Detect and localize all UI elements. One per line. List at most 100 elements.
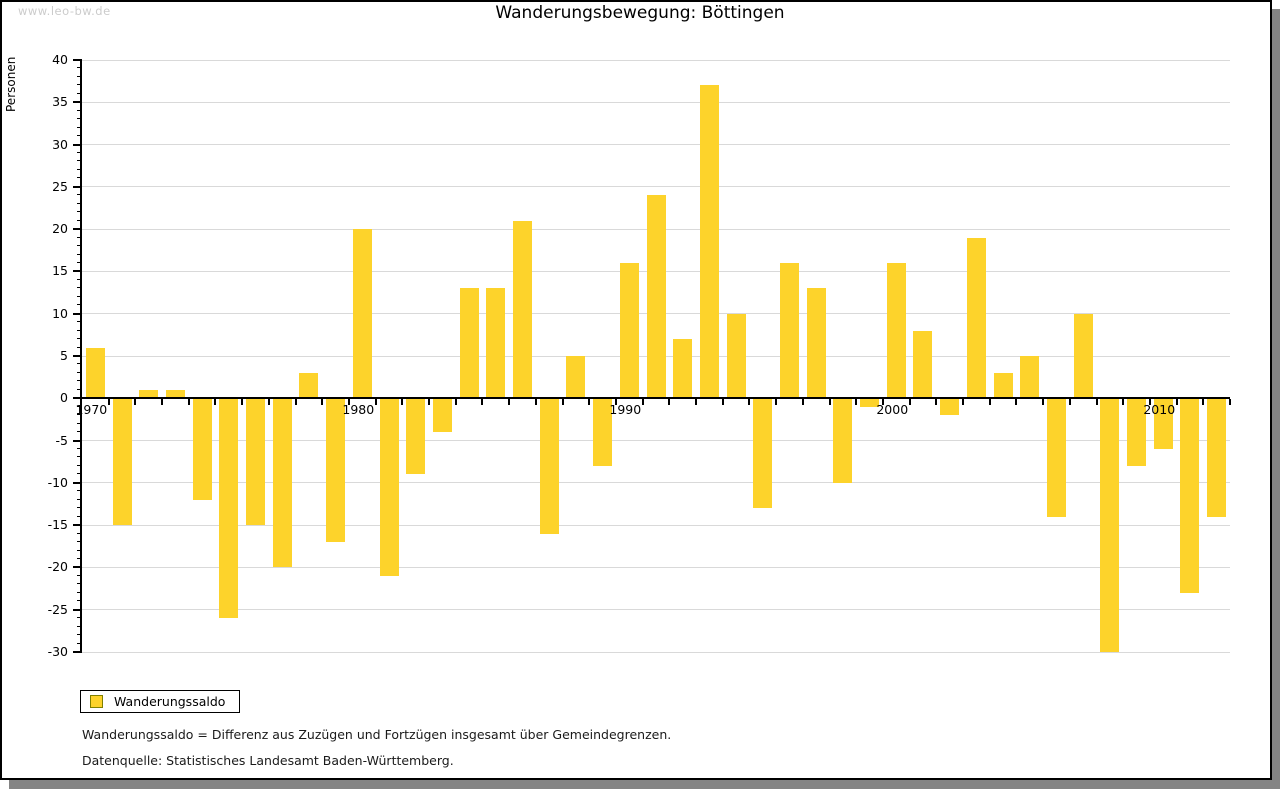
x-tick xyxy=(614,399,617,406)
y-tick-label: 35 xyxy=(52,94,68,110)
y-major-tick xyxy=(73,608,82,611)
bar-2007 xyxy=(1073,313,1093,399)
y-minor-tick xyxy=(77,92,82,94)
y-minor-tick xyxy=(77,642,82,644)
x-tick xyxy=(428,399,431,406)
gridline xyxy=(82,440,1230,442)
x-tick xyxy=(935,399,938,406)
watermark-url: www.leo-bw.de xyxy=(18,4,111,18)
y-minor-tick xyxy=(77,219,82,221)
bar-2008 xyxy=(1100,398,1120,652)
x-tick xyxy=(454,399,457,406)
y-tick-label: 20 xyxy=(52,221,68,237)
x-tick-label-1980: 1980 xyxy=(342,402,375,418)
x-tick xyxy=(241,399,244,406)
bar-1986 xyxy=(513,220,532,399)
gridline xyxy=(82,101,1230,103)
bar-1980 xyxy=(352,229,372,399)
x-tick xyxy=(561,399,564,406)
x-tick xyxy=(481,399,484,406)
bar-2009 xyxy=(1127,398,1147,466)
x-tick xyxy=(881,399,884,406)
bar-1972 xyxy=(139,389,159,399)
x-tick xyxy=(347,399,350,406)
x-tick xyxy=(1095,399,1098,406)
y-minor-tick xyxy=(77,135,82,137)
x-tick xyxy=(668,399,671,406)
y-major-tick xyxy=(73,185,82,188)
y-minor-tick xyxy=(77,236,82,238)
y-tick-label: -5 xyxy=(55,432,68,448)
y-tick-label: -20 xyxy=(47,559,68,575)
gridline xyxy=(82,144,1230,146)
y-tick-label: 40 xyxy=(52,52,68,67)
y-minor-tick xyxy=(77,591,82,593)
x-tick xyxy=(374,399,377,406)
bar-1998 xyxy=(833,398,853,483)
legend-swatch-icon xyxy=(90,695,103,708)
bar-2012 xyxy=(1207,398,1227,517)
y-minor-tick xyxy=(77,202,82,204)
x-tick xyxy=(161,399,164,406)
y-minor-tick xyxy=(77,625,82,627)
bar-1978 xyxy=(299,372,319,399)
y-minor-tick xyxy=(77,414,82,416)
y-minor-tick xyxy=(77,177,82,179)
y-major-tick xyxy=(73,143,82,146)
y-minor-tick xyxy=(77,211,82,213)
y-minor-tick xyxy=(77,152,82,154)
y-tick-label: 5 xyxy=(60,348,68,363)
y-minor-tick xyxy=(77,448,82,450)
bar-1976 xyxy=(246,398,266,526)
y-tick-label: -25 xyxy=(47,601,68,617)
bar-2000 xyxy=(886,262,906,399)
x-tick-label-1990: 1990 xyxy=(609,402,642,418)
x-tick xyxy=(1122,399,1125,406)
y-tick-label: -10 xyxy=(47,474,68,490)
bar-1999 xyxy=(860,398,880,407)
y-tick-label: 25 xyxy=(52,178,68,194)
x-tick xyxy=(588,399,591,406)
bar-1987 xyxy=(539,398,559,534)
bar-1974 xyxy=(192,398,212,500)
y-minor-tick xyxy=(77,67,82,69)
x-tick xyxy=(641,399,644,406)
gridline xyxy=(82,186,1230,188)
y-minor-tick xyxy=(77,304,82,306)
y-tick-label: 10 xyxy=(52,305,68,321)
y-minor-tick xyxy=(77,160,82,162)
bar-2001 xyxy=(913,330,933,399)
y-minor-tick xyxy=(77,126,82,128)
y-minor-tick xyxy=(77,583,82,585)
x-tick xyxy=(828,399,831,406)
y-minor-tick xyxy=(77,295,82,297)
y-minor-tick xyxy=(77,574,82,576)
y-axis-line xyxy=(80,60,82,652)
y-minor-tick xyxy=(77,515,82,517)
y-minor-tick xyxy=(77,338,82,340)
y-major-tick xyxy=(73,270,82,273)
bar-2006 xyxy=(1046,398,1066,517)
bar-1975 xyxy=(219,398,239,619)
bar-1991 xyxy=(646,195,666,399)
y-major-tick xyxy=(73,481,82,484)
bar-1993 xyxy=(699,85,719,399)
x-tick xyxy=(988,399,991,406)
x-tick xyxy=(1202,399,1205,406)
x-tick xyxy=(534,399,537,406)
x-tick xyxy=(107,399,110,406)
x-tick-label-2000: 2000 xyxy=(876,402,909,418)
chart-title: Wanderungsbewegung: Böttingen xyxy=(495,3,785,23)
x-tick xyxy=(187,399,190,406)
bar-1992 xyxy=(673,339,693,399)
y-major-tick xyxy=(73,566,82,569)
x-tick-label-1970: 1970 xyxy=(75,402,108,418)
y-minor-tick xyxy=(77,363,82,365)
gridline xyxy=(82,482,1230,484)
y-major-tick xyxy=(73,524,82,527)
y-major-tick xyxy=(73,651,82,653)
bar-1985 xyxy=(486,288,506,399)
x-tick xyxy=(695,399,698,406)
bar-2011 xyxy=(1180,398,1200,593)
y-minor-tick xyxy=(77,617,82,619)
